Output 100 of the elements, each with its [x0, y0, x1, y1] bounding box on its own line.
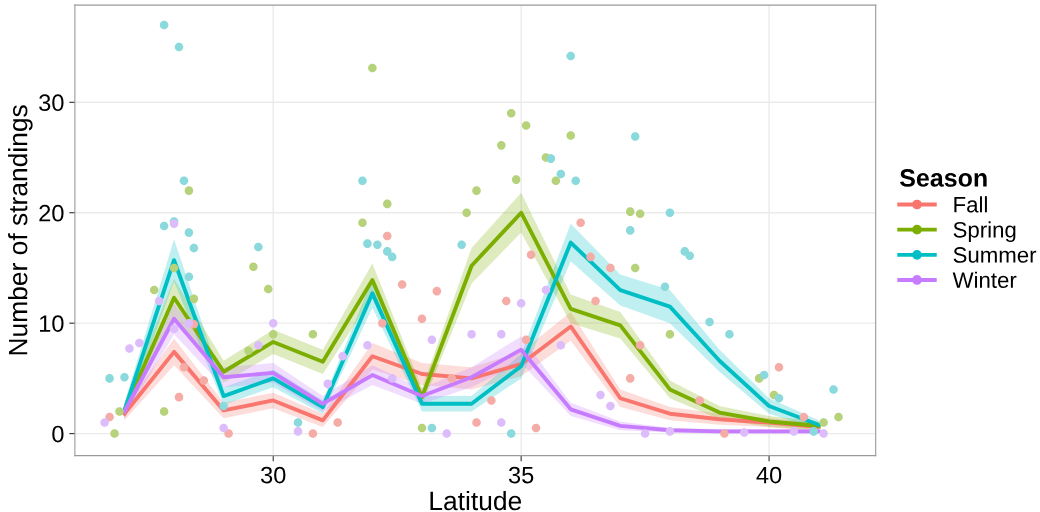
point — [740, 428, 749, 437]
point — [397, 280, 407, 289]
legend-label: Fall — [954, 196, 987, 213]
point — [189, 294, 199, 304]
y-tick-label: 30 — [39, 94, 64, 112]
point — [323, 379, 333, 389]
point — [467, 329, 476, 339]
point — [511, 175, 521, 184]
point — [382, 199, 392, 209]
point — [819, 418, 828, 427]
point — [725, 329, 734, 339]
point — [184, 186, 194, 195]
point — [625, 226, 635, 235]
point — [254, 340, 263, 350]
point — [293, 418, 303, 427]
point — [363, 340, 372, 350]
point — [159, 20, 169, 30]
point — [635, 209, 645, 219]
point — [789, 427, 799, 436]
point — [497, 141, 506, 150]
point — [432, 286, 442, 296]
point — [487, 396, 496, 405]
point — [308, 329, 318, 339]
legend-label: Winter — [952, 271, 1017, 288]
point — [244, 346, 253, 356]
point — [576, 218, 585, 227]
point — [249, 262, 258, 272]
point — [358, 176, 367, 185]
point — [526, 250, 536, 259]
point — [606, 263, 615, 273]
point — [219, 401, 228, 411]
point — [774, 393, 784, 403]
point — [184, 272, 194, 282]
point — [566, 51, 576, 61]
point — [115, 407, 124, 416]
point — [695, 396, 704, 405]
point — [799, 412, 809, 422]
point — [665, 329, 675, 339]
point — [373, 240, 382, 250]
point — [596, 390, 605, 400]
point — [120, 372, 129, 382]
point — [546, 154, 556, 163]
point — [308, 429, 318, 438]
point — [462, 208, 471, 218]
point — [154, 296, 164, 306]
point — [457, 240, 466, 250]
point — [169, 324, 179, 333]
point — [189, 243, 199, 253]
point — [135, 338, 144, 348]
point — [660, 282, 670, 291]
point — [110, 429, 119, 438]
legend-title: Season — [899, 169, 987, 187]
point — [640, 429, 650, 438]
point — [472, 186, 481, 195]
point — [174, 42, 184, 52]
point — [293, 427, 303, 436]
point — [521, 121, 531, 130]
point — [774, 363, 784, 372]
point — [521, 335, 531, 345]
point — [387, 252, 397, 262]
x-axis-title: Latitude — [430, 490, 522, 511]
point — [100, 418, 109, 427]
y-tick-label: 20 — [39, 204, 64, 222]
point — [506, 109, 516, 118]
legend-label: Summer — [953, 247, 1037, 263]
point — [551, 176, 561, 185]
y-axis-title: Number of strandings — [8, 105, 33, 355]
point — [179, 363, 189, 372]
point — [333, 418, 342, 427]
point — [169, 263, 179, 273]
point — [630, 263, 640, 273]
y-tick-label: 0 — [52, 425, 64, 443]
point — [829, 385, 838, 394]
point — [368, 63, 377, 73]
point — [625, 207, 635, 216]
point — [382, 231, 392, 241]
point — [665, 208, 675, 218]
point — [219, 423, 228, 433]
point — [516, 299, 526, 308]
point — [224, 429, 233, 438]
point — [417, 423, 427, 433]
point — [531, 423, 541, 433]
point — [254, 242, 263, 252]
point — [759, 370, 769, 380]
point — [556, 340, 566, 350]
point — [417, 314, 427, 324]
point — [625, 374, 635, 383]
point — [105, 374, 114, 383]
point — [149, 285, 159, 295]
point — [705, 317, 714, 327]
x-tick-label: 30 — [260, 466, 286, 484]
point — [268, 329, 278, 339]
point — [606, 401, 615, 411]
point — [387, 374, 397, 383]
point — [501, 296, 511, 306]
point — [720, 429, 729, 438]
point — [472, 418, 481, 427]
point — [630, 132, 640, 141]
point — [263, 284, 273, 294]
point — [378, 318, 387, 328]
